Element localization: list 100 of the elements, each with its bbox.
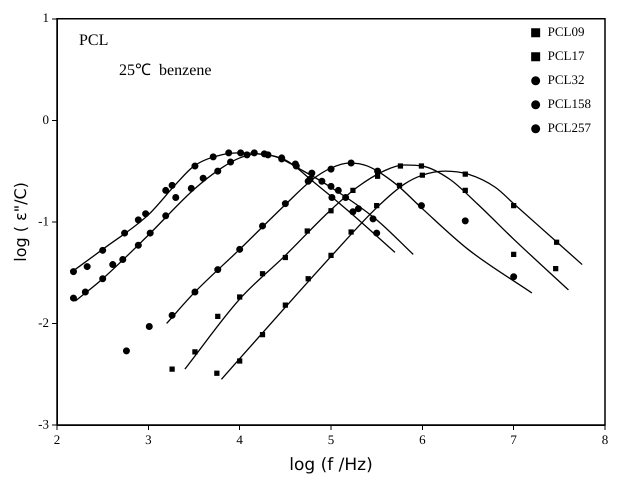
point — [192, 349, 198, 355]
point — [169, 366, 175, 372]
legend-label: PCL32 — [548, 72, 584, 88]
point — [374, 168, 382, 175]
x-tick-label: 5 — [328, 432, 334, 448]
point — [418, 163, 424, 169]
point — [260, 150, 268, 158]
point — [350, 188, 356, 194]
point — [334, 186, 342, 194]
point — [349, 208, 356, 216]
point — [398, 163, 404, 169]
point — [328, 208, 334, 214]
point — [162, 212, 170, 220]
point — [168, 182, 176, 189]
point — [554, 240, 560, 245]
point — [70, 294, 77, 302]
point — [511, 203, 516, 208]
point — [191, 162, 198, 170]
point — [328, 252, 334, 258]
point — [373, 230, 380, 237]
point — [418, 202, 425, 210]
point — [420, 172, 425, 178]
point — [168, 312, 176, 319]
point — [237, 294, 242, 300]
x-tick-label: 3 — [145, 432, 152, 448]
legend-label: PCL257 — [548, 120, 592, 136]
point — [237, 358, 242, 364]
legend-label: PCL158 — [548, 96, 591, 112]
point — [109, 261, 116, 268]
point — [304, 228, 310, 234]
point — [553, 266, 558, 272]
point — [162, 186, 170, 194]
point — [328, 166, 335, 173]
annotation: 25℃ benzene — [119, 62, 212, 80]
point — [84, 263, 91, 270]
point — [99, 246, 106, 254]
point — [374, 203, 380, 208]
point — [236, 246, 244, 253]
point — [191, 288, 198, 296]
point — [142, 210, 150, 218]
point — [260, 271, 266, 276]
point — [227, 158, 234, 166]
point — [243, 151, 250, 158]
point — [354, 205, 362, 212]
point — [214, 370, 220, 376]
point — [348, 229, 354, 235]
y-axis-title: log ( ε"/C) — [10, 182, 30, 262]
legend-label: PCL09 — [548, 24, 584, 40]
point — [510, 273, 518, 280]
annotation: PCL — [79, 32, 108, 50]
point — [200, 174, 207, 182]
point — [210, 153, 217, 160]
point — [119, 256, 126, 263]
x-tick-label: 4 — [236, 432, 244, 448]
point — [462, 217, 469, 224]
point — [188, 184, 195, 192]
point — [348, 160, 355, 166]
point — [328, 194, 336, 202]
point — [259, 222, 266, 230]
point — [146, 322, 153, 330]
y-tick-label: 0 — [42, 112, 50, 127]
point — [99, 275, 106, 282]
point — [370, 215, 377, 222]
point — [134, 242, 142, 249]
point — [121, 230, 128, 237]
y-tick-label: 1 — [42, 10, 50, 26]
x-tick-label: 7 — [510, 432, 518, 448]
x-tick-label: 6 — [419, 432, 426, 448]
point — [214, 168, 222, 175]
x-tick-label: 2 — [54, 432, 60, 448]
point — [146, 230, 154, 237]
point — [306, 276, 311, 282]
point — [70, 268, 77, 276]
point — [462, 188, 468, 194]
point — [225, 149, 232, 156]
point — [328, 182, 335, 190]
legend-label: PCL17 — [548, 48, 585, 64]
x-axis-title: log (f /Hz) — [289, 455, 373, 476]
point — [122, 347, 130, 354]
y-tick-label: -1 — [38, 213, 50, 228]
point — [462, 172, 468, 177]
point — [172, 194, 180, 202]
point — [511, 252, 516, 258]
point — [250, 149, 258, 156]
y-tick-label: -3 — [38, 416, 50, 432]
point — [308, 170, 316, 177]
point — [318, 178, 326, 185]
point — [282, 302, 288, 308]
point — [215, 314, 220, 319]
point — [282, 200, 289, 208]
point — [374, 174, 380, 179]
point — [260, 332, 266, 338]
point — [396, 182, 402, 188]
y-tick-label: -2 — [38, 314, 50, 330]
point — [237, 149, 244, 156]
point — [282, 254, 288, 260]
point — [342, 194, 350, 202]
point — [82, 288, 89, 296]
point — [214, 266, 222, 274]
x-tick-label: 8 — [602, 432, 608, 448]
